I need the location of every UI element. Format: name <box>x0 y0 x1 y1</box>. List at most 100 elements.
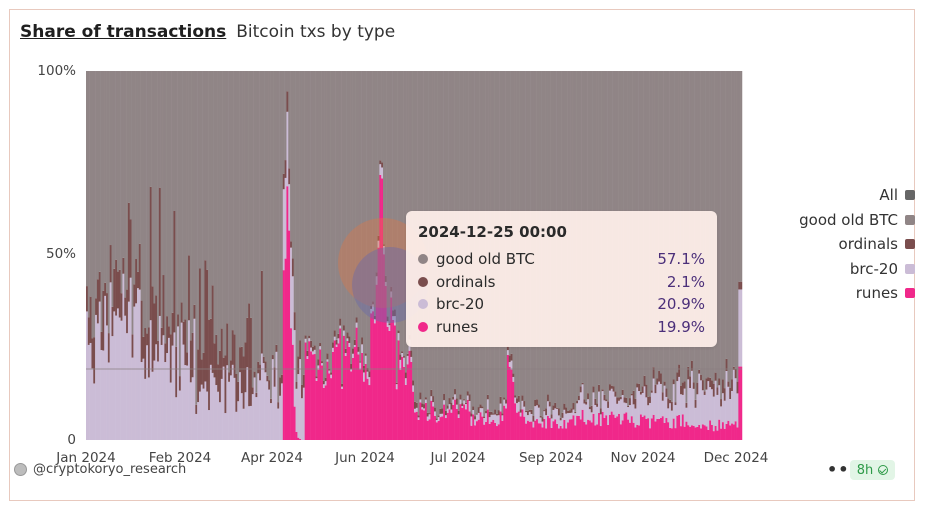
bar-segment-runes[interactable] <box>729 425 732 440</box>
bar-segment-good-old-BTC[interactable] <box>251 71 254 388</box>
bar-segment-runes[interactable] <box>731 423 734 440</box>
bar-segment-runes[interactable] <box>466 399 469 440</box>
bar-segment-good-old-BTC[interactable] <box>271 71 274 356</box>
bar-segment-runes[interactable] <box>419 402 422 441</box>
bar-segment-ordinals[interactable] <box>488 411 491 418</box>
bar-segment-good-old-BTC[interactable] <box>118 71 121 270</box>
bar-segment-runes[interactable] <box>576 415 579 440</box>
bar-segment-brc-20[interactable] <box>229 375 233 440</box>
bar-segment-brc-20[interactable] <box>596 406 599 425</box>
bar-segment-brc-20[interactable] <box>301 398 304 440</box>
bar-segment-ordinals[interactable] <box>669 399 672 404</box>
bar-segment-ordinals[interactable] <box>344 348 347 354</box>
bar-segment-ordinals[interactable] <box>106 293 109 326</box>
bar-segment-ordinals[interactable] <box>490 411 493 415</box>
bar-segment-brc-20[interactable] <box>319 346 322 350</box>
bar-segment-runes[interactable] <box>690 425 694 440</box>
bar-segment-brc-20[interactable] <box>463 400 466 405</box>
bar-segment-runes[interactable] <box>414 412 417 440</box>
bar-segment-good-old-BTC[interactable] <box>109 71 112 246</box>
bar-segment-runes[interactable] <box>594 425 597 440</box>
bar-segment-ordinals[interactable] <box>115 259 118 316</box>
bar-segment-runes[interactable] <box>550 427 553 440</box>
bar-segment-ordinals[interactable] <box>444 410 448 416</box>
bar-segment-good-old-BTC[interactable] <box>95 71 98 299</box>
bar-segment-good-old-BTC[interactable] <box>319 71 322 344</box>
bar-segment-runes[interactable] <box>339 328 342 440</box>
bar-segment-ordinals[interactable] <box>324 377 327 382</box>
bar-segment-brc-20[interactable] <box>689 388 692 427</box>
bar-segment-good-old-BTC[interactable] <box>738 71 741 282</box>
bar-segment-runes[interactable] <box>364 364 367 440</box>
bar-segment-ordinals[interactable] <box>581 382 584 385</box>
bar-segment-brc-20[interactable] <box>709 387 712 421</box>
bar-segment-ordinals[interactable] <box>168 326 171 338</box>
bar-segment-good-old-BTC[interactable] <box>262 71 265 357</box>
bar-segment-runes[interactable] <box>423 410 426 440</box>
bar-segment-brc-20[interactable] <box>399 359 402 370</box>
bar-segment-ordinals[interactable] <box>729 388 732 399</box>
bar-segment-runes[interactable] <box>341 388 344 440</box>
bar-segment-brc-20[interactable] <box>184 365 187 440</box>
bar-segment-ordinals[interactable] <box>521 395 524 401</box>
bar-segment-brc-20[interactable] <box>377 240 380 248</box>
bar-segment-runes[interactable] <box>616 416 619 440</box>
bar-segment-ordinals[interactable] <box>492 413 495 415</box>
bar-segment-ordinals[interactable] <box>712 383 715 397</box>
bar-segment-good-old-BTC[interactable] <box>120 71 123 294</box>
bar-segment-ordinals[interactable] <box>313 345 316 350</box>
bar-segment-ordinals[interactable] <box>361 337 364 345</box>
bar-segment-good-old-BTC[interactable] <box>324 71 327 378</box>
bar-segment-good-old-BTC[interactable] <box>191 71 194 333</box>
bar-segment-runes[interactable] <box>444 418 448 440</box>
bar-segment-good-old-BTC[interactable] <box>379 71 382 161</box>
bar-segment-good-old-BTC[interactable] <box>392 71 395 311</box>
bar-segment-good-old-BTC[interactable] <box>217 71 220 365</box>
bar-segment-ordinals[interactable] <box>598 384 601 392</box>
bar-segment-ordinals[interactable] <box>539 415 542 418</box>
bar-segment-brc-20[interactable] <box>676 381 679 416</box>
bar-segment-brc-20[interactable] <box>268 389 271 440</box>
bar-segment-ordinals[interactable] <box>248 303 251 407</box>
bar-segment-brc-20[interactable] <box>182 344 185 440</box>
bar-segment-ordinals[interactable] <box>470 413 473 417</box>
bar-segment-runes[interactable] <box>570 419 573 440</box>
bar-segment-brc-20[interactable] <box>505 403 508 409</box>
bar-segment-brc-20[interactable] <box>297 374 300 438</box>
bar-segment-ordinals[interactable] <box>293 312 296 331</box>
bar-segment-ordinals[interactable] <box>251 387 254 395</box>
bar-segment-ordinals[interactable] <box>257 361 260 374</box>
bar-segment-runes[interactable] <box>448 409 451 440</box>
bar-segment-runes[interactable] <box>328 373 331 440</box>
bar-segment-brc-20[interactable] <box>175 397 178 440</box>
bar-segment-brc-20[interactable] <box>552 409 555 422</box>
bar-segment-brc-20[interactable] <box>610 388 613 412</box>
bar-segment-brc-20[interactable] <box>89 342 92 440</box>
bar-segment-brc-20[interactable] <box>384 281 387 286</box>
bar-segment-runes[interactable] <box>304 342 307 440</box>
bar-segment-runes[interactable] <box>514 403 517 440</box>
bar-segment-ordinals[interactable] <box>550 414 553 419</box>
bar-segment-good-old-BTC[interactable] <box>151 71 154 287</box>
bar-segment-brc-20[interactable] <box>111 336 114 440</box>
bar-segment-brc-20[interactable] <box>441 413 444 417</box>
bar-segment-brc-20[interactable] <box>217 391 220 440</box>
bar-segment-runes[interactable] <box>299 439 302 440</box>
bar-segment-runes[interactable] <box>428 419 431 440</box>
bar-segment-runes[interactable] <box>319 349 322 440</box>
bar-segment-ordinals[interactable] <box>610 385 613 389</box>
bar-segment-brc-20[interactable] <box>104 295 107 440</box>
bar-segment-runes[interactable] <box>443 404 446 440</box>
bar-segment-brc-20[interactable] <box>528 411 531 422</box>
bar-segment-brc-20[interactable] <box>213 377 216 440</box>
bar-segment-brc-20[interactable] <box>721 393 725 423</box>
bar-segment-good-old-BTC[interactable] <box>366 71 369 369</box>
bar-segment-brc-20[interactable] <box>450 409 453 413</box>
bar-segment-runes[interactable] <box>492 419 495 440</box>
bar-segment-good-old-BTC[interactable] <box>168 71 171 327</box>
bar-segment-good-old-BTC[interactable] <box>102 71 105 291</box>
bar-segment-good-old-BTC[interactable] <box>720 71 723 400</box>
bar-segment-ordinals[interactable] <box>157 340 160 362</box>
bar-segment-brc-20[interactable] <box>632 404 635 423</box>
bar-segment-good-old-BTC[interactable] <box>322 71 325 381</box>
